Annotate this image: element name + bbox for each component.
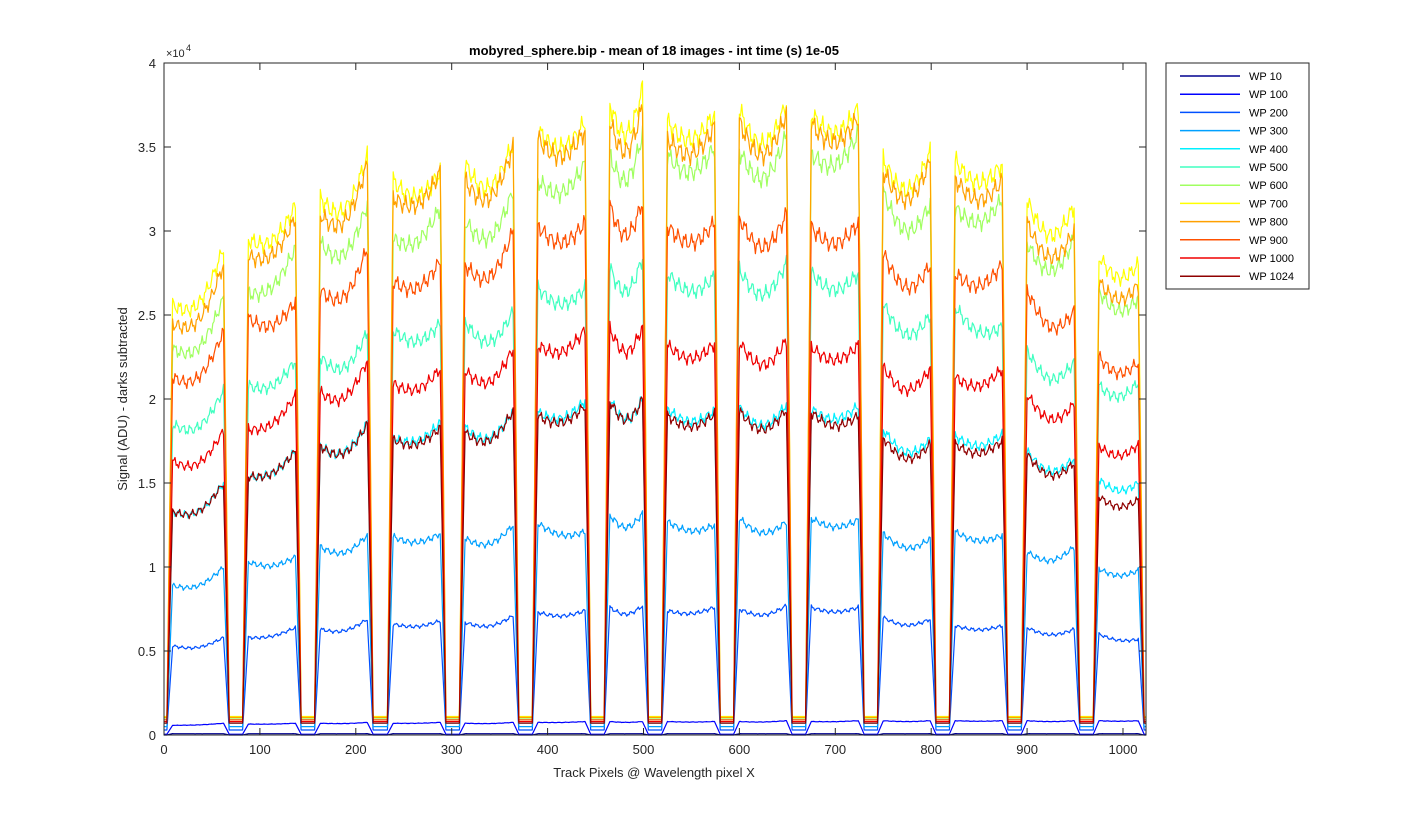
x-tick-label: 1000: [1109, 742, 1138, 757]
x-tick-label: 200: [345, 742, 367, 757]
legend-label: WP 100: [1249, 89, 1288, 101]
legend-label: WP 900: [1249, 235, 1288, 247]
y-axis: 0 0.5 1 1.5 2 2.5 3 3.5 4: [138, 56, 1146, 743]
legend-label: WP 400: [1249, 144, 1288, 156]
series-line-wp-10: [164, 733, 1146, 736]
legend-label: WP 700: [1249, 198, 1288, 210]
legend-label: WP 10: [1249, 71, 1282, 83]
series-line-wp-100: [164, 720, 1146, 735]
series-layer: [164, 80, 1146, 736]
x-tick-label: 900: [1016, 742, 1038, 757]
y-tick-label: 0: [149, 728, 156, 743]
legend-label: WP 800: [1249, 217, 1288, 229]
x-tick-label: 300: [441, 742, 463, 757]
legend-label: WP 1024: [1249, 271, 1294, 283]
y-exponent-base: ×10: [166, 48, 185, 60]
y-tick-label: 3: [149, 224, 156, 239]
x-axis-label: Track Pixels @ Wavelength pixel X: [553, 765, 755, 780]
y-tick-label: 3.5: [138, 140, 156, 155]
series-line-wp-900: [164, 199, 1146, 721]
y-tick-label: 1: [149, 560, 156, 575]
legend-label: WP 200: [1249, 107, 1288, 119]
legend-label: WP 300: [1249, 126, 1288, 138]
y-tick-label: 4: [149, 56, 156, 71]
chart-title: mobyred_sphere.bip - mean of 18 images -…: [469, 43, 839, 58]
y-tick-label: 2: [149, 392, 156, 407]
plot-area: 0 100 200 300 400 500 600 700 800 900 1000 0 0.5 1 1.…: [138, 43, 1147, 757]
y-tick-label: 1.5: [138, 476, 156, 491]
legend-items: WP 10 WP 100 WP 200 WP 300 WP 400 WP 500 WP 60…: [1180, 71, 1294, 283]
x-tick-label: 400: [537, 742, 559, 757]
y-tick-label: 0.5: [138, 644, 156, 659]
legend: WP 10 WP 100 WP 200 WP 300 WP 400 WP 500 WP 60…: [1165, 62, 1310, 290]
legend-label: WP 1000: [1249, 253, 1294, 265]
y-exponent-power: 4: [186, 43, 191, 53]
legend-label: WP 500: [1249, 162, 1288, 174]
x-tick-label: 600: [729, 742, 751, 757]
series-line-wp-300: [164, 510, 1146, 728]
series-line-wp-200: [164, 603, 1146, 731]
x-tick-label: 100: [249, 742, 271, 757]
axes-background: [164, 63, 1146, 735]
series-line-wp-1000: [164, 320, 1146, 723]
x-axis: 0 100 200 300 400 500 600 700 800 900 1000: [160, 63, 1137, 757]
series-line-wp-1024: [164, 396, 1146, 724]
legend-box: [1165, 62, 1310, 290]
x-tick-label: 0: [160, 742, 167, 757]
x-tick-label: 800: [920, 742, 942, 757]
y-axis-label: Signal (ADU) - darks subtracted: [115, 307, 130, 491]
x-tick-label: 700: [824, 742, 846, 757]
y-tick-label: 2.5: [138, 308, 156, 323]
legend-label: WP 600: [1249, 180, 1288, 192]
x-tick-label: 500: [633, 742, 655, 757]
